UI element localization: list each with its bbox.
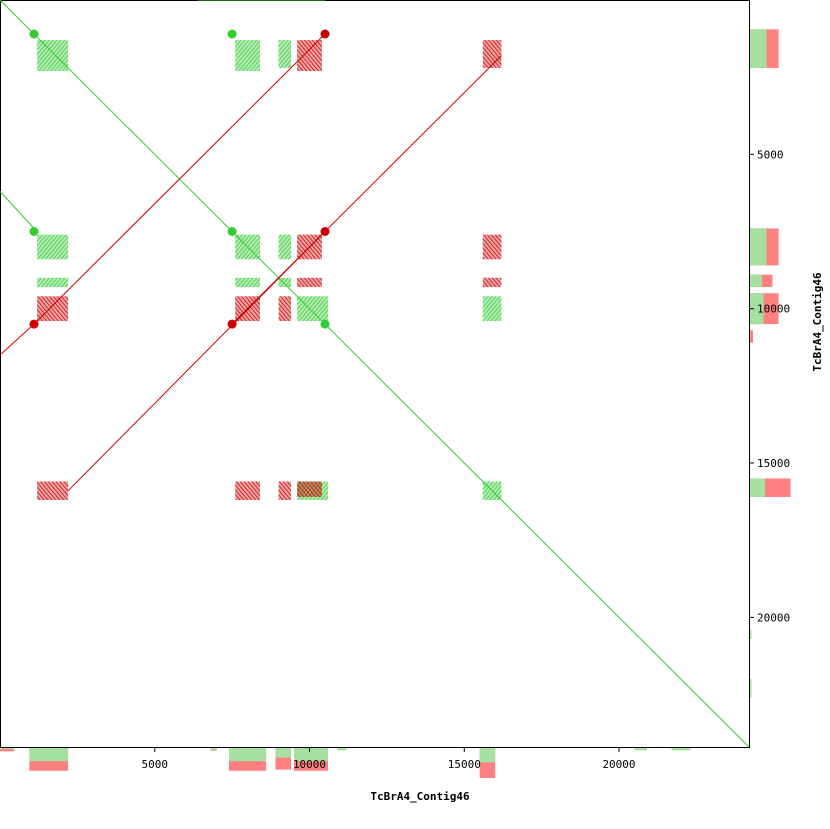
reverse-repeat-hit <box>320 29 330 39</box>
reverse-alignment-line <box>0 323 35 356</box>
x-coverage-histogram <box>0 748 691 778</box>
reverse-repeat-hit <box>320 227 330 236</box>
reverse-alignment-block <box>297 277 322 288</box>
reverse-alignment-block <box>297 40 322 71</box>
y-tick-label: 20000 <box>757 611 790 624</box>
x-coverage-forward-bar <box>671 748 691 751</box>
forward-alignment-line <box>0 0 750 748</box>
y-axis-title: TcBrA4_Contig46 <box>811 272 824 372</box>
forward-alignment-line <box>0 191 35 229</box>
y-coverage-forward-bar <box>750 629 752 639</box>
y-coverage-forward-bar <box>750 228 767 266</box>
plot-area <box>0 0 750 748</box>
x-coverage-forward-bar <box>210 748 217 751</box>
forward-repeat-hit <box>29 227 39 236</box>
forward-repeat-hit <box>227 227 237 236</box>
y-coverage-forward-bar <box>750 29 767 68</box>
reverse-alignment-line <box>33 33 326 325</box>
reverse-alignment-block <box>37 481 69 500</box>
x-axis-title: TcBrA4_Contig46 <box>370 790 470 803</box>
reverse-alignment-block <box>482 277 502 288</box>
forward-alignment-block <box>278 277 291 288</box>
y-tick-label: 5000 <box>757 148 784 161</box>
forward-alignment-block <box>278 40 291 68</box>
y-coverage-reverse-bar <box>750 330 753 343</box>
x-tick-label: 10000 <box>293 758 326 771</box>
x-coverage-reverse-bar <box>0 748 14 752</box>
y-tick-label: 10000 <box>757 303 790 316</box>
forward-alignment-block <box>37 277 69 288</box>
x-coverage-forward-bar <box>275 748 291 758</box>
reverse-alignment-block <box>297 481 322 497</box>
reverse-alignment-block <box>37 296 69 321</box>
alignment-segments <box>0 0 750 748</box>
forward-alignment-block <box>37 234 69 260</box>
x-coverage-forward-bar <box>229 748 267 762</box>
reverse-alignment-block <box>482 234 502 260</box>
forward-repeat-hit <box>29 29 39 39</box>
y-coverage-histogram <box>750 29 791 698</box>
reverse-alignment-block <box>278 296 291 321</box>
x-coverage-forward-bar <box>29 748 69 762</box>
x-tick-label: 15000 <box>448 758 481 771</box>
forward-alignment-block <box>278 234 291 260</box>
reverse-alignment-block <box>235 481 260 500</box>
axis-ticks: 5000 10000 15000 20000 5000 10000 15000 20000 <box>142 148 791 771</box>
forward-alignment-block <box>297 296 329 321</box>
y-coverage-forward-bar <box>750 274 762 287</box>
x-tick-label: 5000 <box>142 758 169 771</box>
reverse-repeat-hit <box>227 319 237 329</box>
x-coverage-forward-bar <box>294 748 328 762</box>
y-coverage-forward-bar <box>750 293 764 325</box>
y-coverage-forward-bar <box>750 478 765 497</box>
x-coverage-forward-bar <box>634 748 647 751</box>
forward-repeat-hit <box>320 319 330 329</box>
reverse-alignment-line <box>231 55 502 325</box>
alignment-hits <box>29 29 330 329</box>
y-tick-label: 15000 <box>757 457 790 470</box>
reverse-alignment-block <box>482 40 502 68</box>
forward-alignment-block <box>37 40 69 71</box>
forward-alignment-block <box>482 296 502 321</box>
x-tick-label: 20000 <box>602 758 635 771</box>
reverse-repeat-hit <box>29 319 39 329</box>
x-coverage-forward-bar <box>479 748 496 763</box>
x-coverage-forward-bar <box>337 748 347 751</box>
forward-repeat-hit <box>227 29 237 39</box>
x-coverage-forward-bar <box>0 748 14 750</box>
forward-alignment-block <box>235 277 260 288</box>
y-coverage-forward-bar <box>750 679 752 698</box>
reverse-alignment-block <box>278 481 291 500</box>
forward-alignment-block <box>235 40 260 71</box>
